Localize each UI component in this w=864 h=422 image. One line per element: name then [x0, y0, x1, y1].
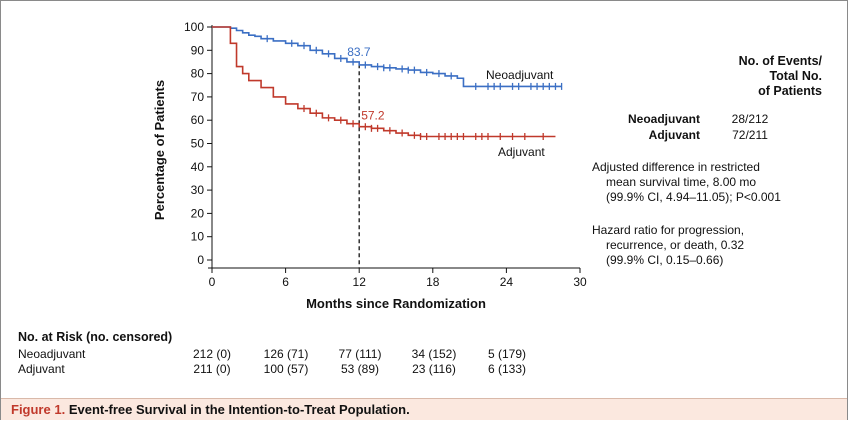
y-tick-label: 0: [197, 253, 204, 267]
risk-table-title: No. at Risk (no. censored): [18, 330, 173, 344]
legend-header-line: of Patients: [758, 84, 822, 98]
caption-label: Figure 1.: [11, 402, 66, 417]
risk-cell: 53 (89): [340, 362, 380, 376]
x-axis-label: Months since Randomization: [306, 296, 486, 311]
series-label-adjuvant: Adjuvant: [498, 145, 545, 159]
note-line: mean survival time, 8.00 mo: [606, 175, 757, 189]
annotation-neoadjuvant: 83.7: [347, 45, 371, 59]
annotation-adjuvant: 57.2: [361, 109, 385, 123]
y-tick-label: 100: [184, 20, 204, 34]
legend-header-line: No. of Events/: [738, 54, 822, 68]
risk-cell: 212 (0): [192, 347, 232, 361]
legend-header: No. of Events/ Total No. of Patients: [690, 54, 822, 99]
y-tick-label: 20: [191, 206, 205, 220]
y-tick-label: 30: [191, 183, 205, 197]
y-tick-label: 60: [191, 113, 205, 127]
note-line: recurrence, or death, 0.32: [606, 238, 745, 252]
risk-table: No. at Risk (no. censored) Neoadjuvant 2…: [18, 330, 526, 377]
legend-row-value: 72/211: [732, 128, 768, 142]
risk-cell: 5 (179): [487, 347, 527, 361]
y-tick-label: 90: [191, 43, 205, 57]
y-tick-label: 70: [191, 90, 205, 104]
risk-cell: 34 (152): [411, 347, 457, 361]
x-tick-label: 24: [500, 275, 514, 289]
chart-axes: 0 10 20 30 40 50 60 70 80 90 100 0 6 12 18 24 30: [184, 20, 587, 289]
x-tick-label: 18: [426, 275, 440, 289]
legend-row-name: Neoadjuvant: [627, 112, 700, 126]
figure-frame: [0, 0, 848, 420]
risk-row-name: Neoadjuvant: [18, 347, 86, 361]
hazard-ratio-note: Hazard ratio for progression, recurrence…: [592, 223, 832, 268]
x-tick-label: 12: [353, 275, 367, 289]
rmst-note: Adjusted difference in restricted mean s…: [592, 160, 832, 205]
legend-table: Neoadjuvant 28/212 Adjuvant 72/211: [600, 112, 800, 144]
y-tick-label: 80: [191, 67, 205, 81]
risk-cell: 211 (0): [193, 362, 231, 376]
x-tick-label: 6: [282, 275, 289, 289]
note-line: (99.9% CI, 0.15–0.66): [606, 253, 724, 267]
legend-row-value: 28/212: [731, 112, 769, 126]
legend-header-line: Total No.: [769, 69, 822, 83]
x-tick-label: 30: [573, 275, 587, 289]
chart-series: 83.7 57.2: [212, 26, 563, 141]
figure-caption: Figure 1. Event-free Survival in the Int…: [1, 398, 847, 420]
risk-cell: 126 (71): [263, 347, 309, 361]
risk-row-adjuvant: Adjuvant 211 (0) 100 (57) 53 (89) 23 (11…: [18, 362, 526, 377]
y-tick-label: 10: [191, 230, 205, 244]
risk-row-name: Adjuvant: [18, 362, 65, 376]
series-label-neoadjuvant: Neoadjuvant: [486, 68, 554, 82]
risk-cell: 6 (133): [487, 362, 527, 376]
risk-cell: 100 (57): [263, 362, 309, 376]
y-tick-label: 50: [191, 137, 205, 151]
legend-row-name: Adjuvant: [648, 128, 700, 142]
note-line: Adjusted difference in restricted: [592, 160, 760, 174]
risk-row-neoadjuvant: Neoadjuvant 212 (0) 126 (71) 77 (111) 34…: [18, 347, 526, 362]
legend-row-adjuvant: Adjuvant 72/211: [600, 128, 800, 144]
caption-text: Event-free Survival in the Intention-to-…: [68, 402, 410, 417]
risk-cell: 77 (111): [338, 347, 382, 361]
y-axis-label: Percentage of Patients: [152, 80, 167, 220]
note-line: (99.9% CI, 4.94–11.05); P<0.001: [606, 190, 781, 204]
y-tick-label: 40: [191, 160, 205, 174]
x-tick-label: 0: [209, 275, 216, 289]
risk-cell: 23 (116): [412, 362, 456, 376]
legend-row-neoadjuvant: Neoadjuvant 28/212: [600, 112, 800, 128]
note-line: Hazard ratio for progression,: [592, 223, 745, 237]
